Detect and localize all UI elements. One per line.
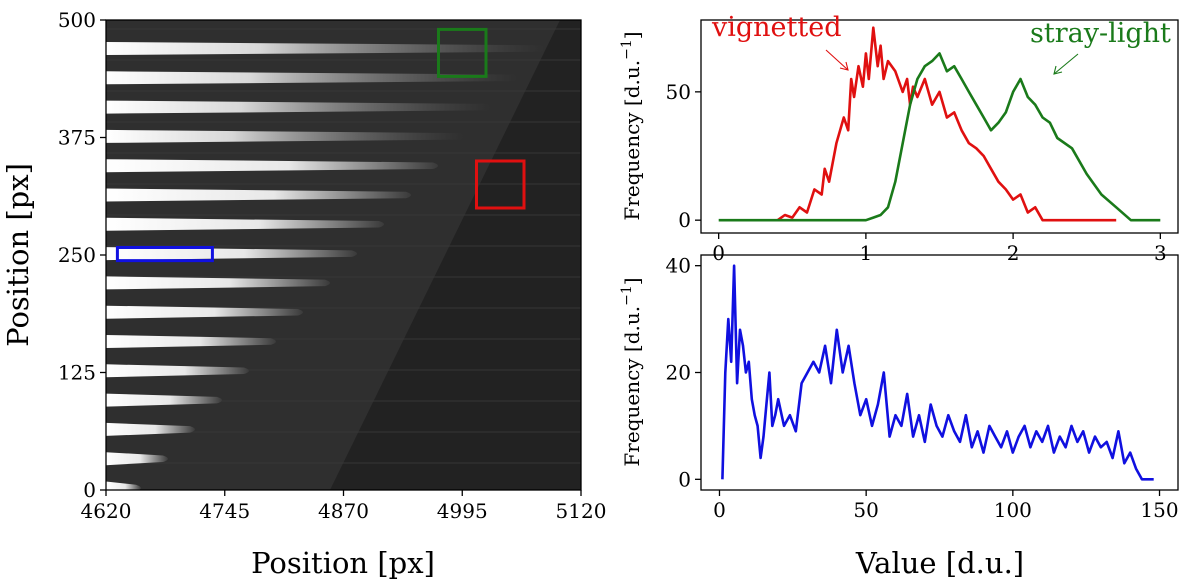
image-y-tick-label: 250: [58, 243, 96, 267]
image-finger: [106, 393, 222, 407]
vignetted-arrow-shaft: [825, 49, 849, 71]
image-x-tick-label: 4620: [81, 499, 132, 523]
image-y-tick-label: 125: [58, 361, 96, 385]
image-y-tick-label: 500: [58, 8, 96, 32]
image-finger: [106, 188, 411, 202]
top-histogram-frame: [700, 19, 1179, 234]
image-x-tick-label: 4995: [437, 499, 488, 523]
stray-light-annotation: stray-light: [1030, 18, 1171, 49]
image-finger: [106, 335, 276, 348]
red-box: [475, 159, 526, 210]
image-stripe: [106, 462, 581, 464]
stray-light-series-line: [718, 52, 1161, 222]
top-y-axis-label: Frequency [d.u.−1]: [619, 31, 644, 220]
image-y-tick-label: 375: [58, 126, 96, 150]
bottom-histogram-frame: [700, 254, 1179, 491]
top-y-tick-label: 50: [666, 80, 691, 104]
bottom-x-tick-label: 100: [994, 498, 1032, 522]
blue-box: [115, 245, 214, 263]
image-y-axis-label: Position [px]: [1, 163, 35, 347]
bottom-x-tick-label: 50: [853, 498, 878, 522]
image-finger: [106, 159, 438, 173]
bottom-y-axis-label: Frequency [d.u.−1]: [619, 277, 644, 466]
image-finger: [106, 422, 195, 436]
bottom-histogram: 0 50 100 150 0 20 40 Frequency [d.u.−1] Value…: [619, 254, 1179, 580]
image-x-axis-label: Position [px]: [251, 546, 435, 580]
vignetted-series-line: [776, 26, 1117, 222]
image-fingers: [106, 42, 546, 490]
image-finger: [106, 129, 465, 143]
image-finger: [106, 100, 492, 114]
image-finger: [106, 364, 249, 378]
bottom-y-tick-label: 20: [666, 361, 691, 385]
top-x-tick-label: 2: [1007, 241, 1020, 265]
image-finger: [106, 247, 357, 261]
stray-light-arrow-shaft: [1053, 53, 1079, 75]
image-finger: [106, 481, 141, 490]
bottom-y-tick-label: 40: [666, 254, 691, 278]
image-finger: [106, 452, 168, 466]
top-x-tick-label: 1: [860, 241, 873, 265]
top-y-tick-label: 0: [678, 208, 691, 232]
bottom-x-tick-label: 150: [1140, 498, 1178, 522]
bottom-y-tick-label: 0: [678, 467, 691, 491]
image-x-tick-label: 5120: [556, 499, 607, 523]
vignetted-arrow-head: [839, 61, 849, 71]
top-x-tick-label: 3: [1154, 241, 1167, 265]
top-histogram: 0 1 2 3 0 50 Frequency [d.u.−1] vignetted st…: [619, 12, 1179, 265]
vignetted-annotation: vignetted: [711, 12, 842, 43]
image-y-tick-label: 0: [83, 478, 96, 502]
green-box: [437, 27, 488, 78]
image-x-tick-label: 4870: [318, 499, 369, 523]
image-finger: [106, 71, 519, 85]
bottom-x-axis-label: Value [d.u.]: [855, 546, 1024, 580]
image-x-tick-label: 4745: [199, 499, 250, 523]
image-finger: [106, 217, 384, 231]
bottom-x-tick-label: 0: [713, 498, 726, 522]
image-finger: [106, 42, 546, 55]
top-x-tick-label: 0: [712, 241, 725, 265]
image-finger: [106, 276, 330, 290]
blue-region-series-line: [721, 264, 1154, 481]
image-finger: [106, 305, 303, 319]
stray-light-arrow-head: [1053, 65, 1063, 75]
image-panel: 4620 4745 4870 4995 5120 0 125 250 375 500 Posit…: [1, 8, 606, 580]
